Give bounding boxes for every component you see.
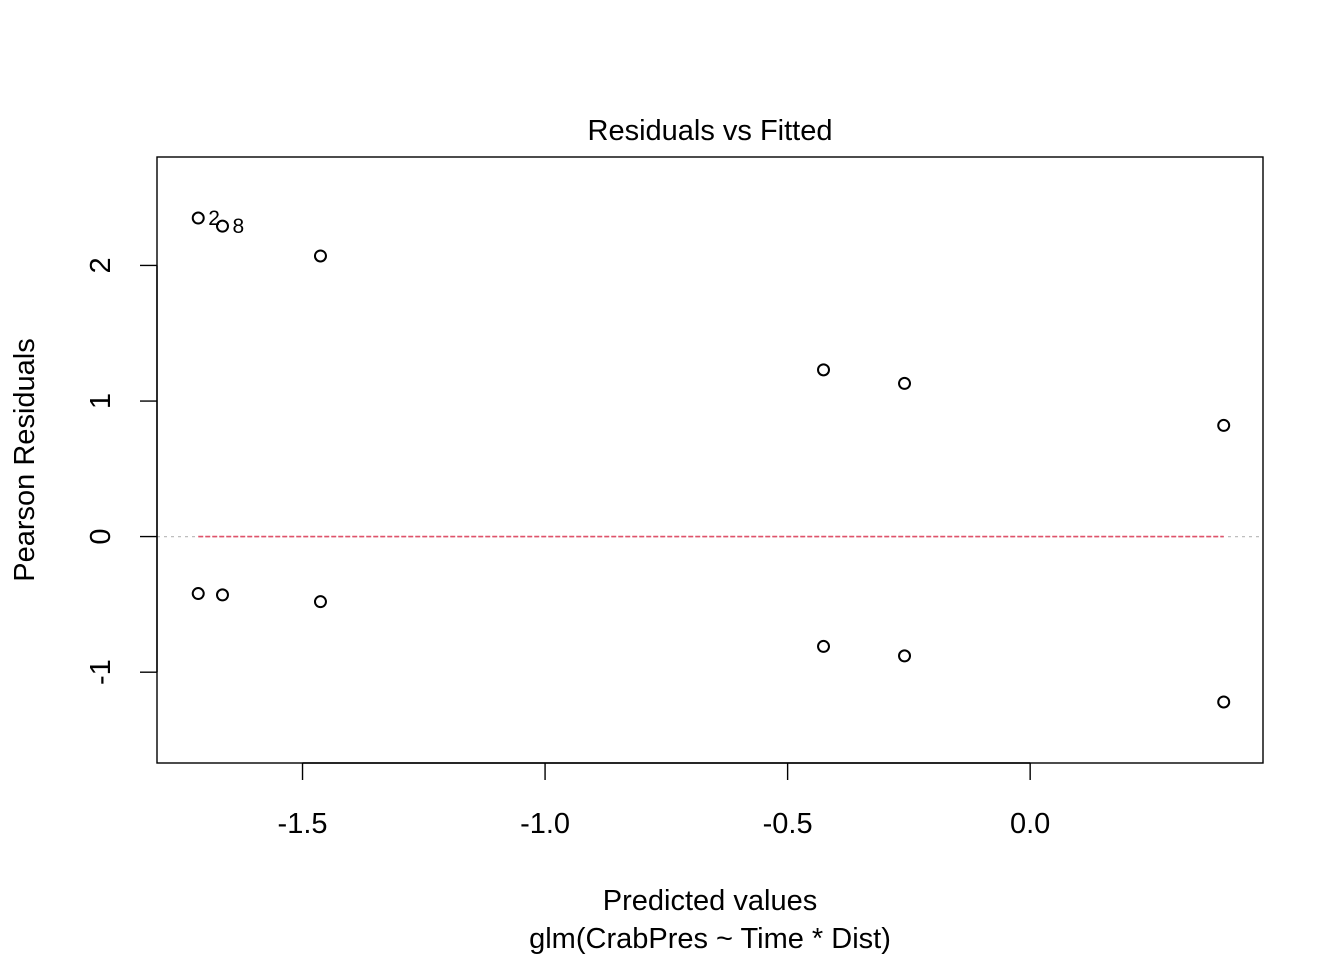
x-tick-label: -1.0 [520, 808, 570, 840]
data-point [898, 649, 912, 663]
data-point [215, 588, 229, 602]
x-tick-label: 0.0 [1010, 808, 1050, 840]
x-tick-label: -1.5 [278, 808, 328, 840]
data-point [817, 363, 831, 377]
y-tick-label: 2 [85, 257, 117, 273]
data-point [313, 249, 327, 263]
data-point [191, 587, 205, 601]
x-axis-label: Predicted values [603, 885, 817, 917]
chart-title: Residuals vs Fitted [588, 115, 833, 147]
data-point [1217, 695, 1231, 709]
plot-frame [156, 156, 1264, 764]
y-tick-label: -1 [85, 659, 117, 685]
data-point [1217, 418, 1231, 432]
data-points [191, 211, 1231, 709]
y-tick-label: 1 [85, 393, 117, 409]
x-axis: -1.5 -1.0 -0.5 0.0 [278, 762, 1050, 840]
point-label: 2 [208, 207, 220, 230]
data-point [313, 595, 327, 609]
data-point [191, 211, 205, 225]
x-axis-sublabel: glm(CrabPres ~ Time * Dist) [529, 923, 891, 955]
y-axis-label: Pearson Residuals [9, 338, 41, 581]
y-axis: -1 0 1 2 [85, 257, 158, 685]
y-tick-label: 0 [85, 529, 117, 545]
data-point [817, 639, 831, 653]
data-point [898, 376, 912, 390]
x-tick-label: -0.5 [763, 808, 813, 840]
point-label: 8 [232, 215, 244, 238]
data-point [215, 219, 229, 233]
